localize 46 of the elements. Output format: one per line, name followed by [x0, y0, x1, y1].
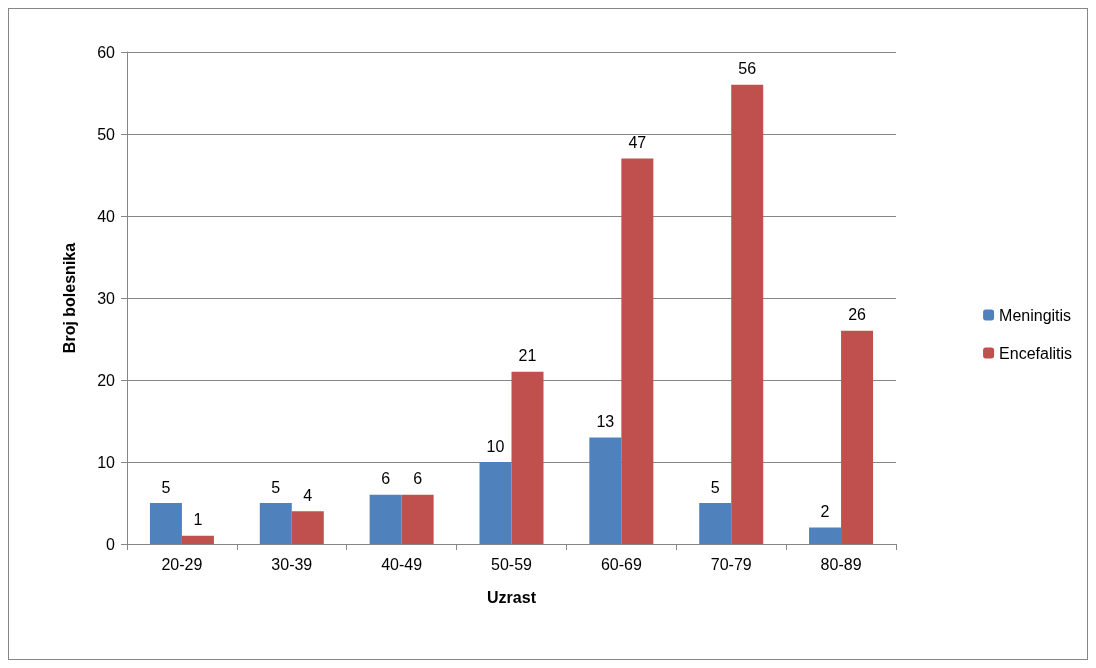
data-label: 2 — [820, 503, 830, 521]
data-label: 26 — [848, 306, 867, 324]
y-axis-title: Broj bolesnika — [60, 242, 78, 354]
y-tick-label: 30 — [97, 289, 116, 307]
y-tick-label: 40 — [97, 207, 116, 225]
data-label: 13 — [596, 412, 615, 430]
x-tick-label: 20-29 — [161, 555, 203, 573]
data-label: 5 — [161, 478, 171, 496]
bar — [149, 503, 182, 544]
bar — [291, 511, 324, 544]
y-tick-label: 20 — [97, 371, 116, 389]
bar — [401, 494, 434, 544]
data-label: 10 — [486, 437, 505, 455]
bar — [479, 462, 512, 544]
bar — [621, 158, 654, 544]
x-tick-label: 50-59 — [491, 555, 533, 573]
data-label: 4 — [303, 486, 313, 504]
x-tick-label: 70-79 — [710, 555, 752, 573]
y-tick-label: 60 — [97, 43, 116, 61]
bar — [181, 535, 214, 544]
x-tick-label: 60-69 — [600, 555, 642, 573]
bar — [699, 503, 732, 544]
x-axis-title: Uzrast — [487, 588, 537, 606]
data-label: 5 — [710, 478, 720, 496]
x-tick-label: 80-89 — [820, 555, 862, 573]
data-label: 6 — [381, 470, 391, 488]
data-label: 21 — [518, 347, 537, 365]
data-label: 1 — [193, 511, 203, 529]
y-tick-label: 10 — [97, 453, 116, 471]
x-tick-label: 40-49 — [381, 555, 423, 573]
x-tick-label: 30-39 — [271, 555, 313, 573]
legend-label: Meningitis — [999, 306, 1072, 324]
y-tick-label: 0 — [106, 535, 116, 553]
bar — [809, 527, 842, 544]
legend-label: Encefalitis — [999, 344, 1072, 362]
bar — [841, 330, 874, 544]
bar — [259, 503, 292, 544]
data-label: 6 — [413, 470, 423, 488]
bar — [369, 494, 402, 544]
bar — [511, 371, 544, 544]
bar — [731, 84, 764, 544]
bar — [589, 437, 622, 544]
data-label: 56 — [738, 60, 757, 78]
data-label: 5 — [271, 478, 281, 496]
y-tick-label: 50 — [97, 125, 116, 143]
data-label: 47 — [628, 134, 647, 152]
